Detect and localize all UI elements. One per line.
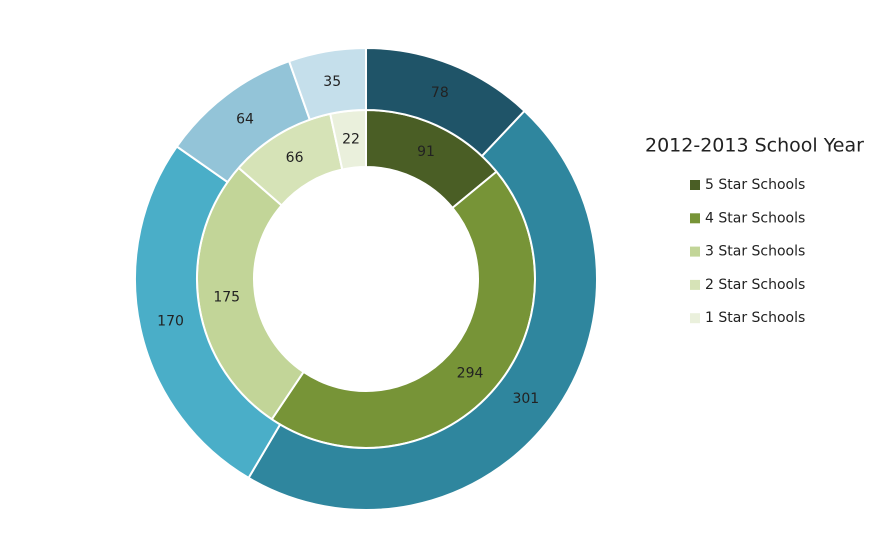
donut-slice [287, 46, 367, 121]
legend-label: 3 Star Schools [705, 244, 805, 260]
data-label: 301 [512, 391, 539, 407]
legend-title: 2012-2013 School Year [645, 135, 864, 157]
legend-swatch [690, 279, 700, 290]
data-label: 78 [431, 85, 449, 101]
legend-swatch [690, 180, 700, 190]
legend-swatch [690, 246, 700, 257]
legend-label: 4 Star Schools [705, 210, 805, 226]
legend-label: 1 Star Schools [705, 310, 805, 326]
data-label: 91 [417, 144, 435, 160]
data-label: 64 [236, 112, 254, 128]
data-label: 294 [457, 365, 484, 381]
donut-slice [134, 145, 282, 480]
data-label: 66 [286, 150, 304, 166]
data-label: 170 [157, 313, 184, 329]
legend-swatch [690, 213, 700, 224]
data-label: 22 [342, 131, 360, 147]
legend-label: 2 Star Schools [705, 277, 805, 293]
legend-swatch [690, 313, 700, 324]
legend-label: 5 Star Schools [705, 177, 805, 193]
data-label: 175 [213, 289, 240, 305]
data-label: 35 [323, 74, 341, 90]
donut-slice [247, 109, 598, 511]
